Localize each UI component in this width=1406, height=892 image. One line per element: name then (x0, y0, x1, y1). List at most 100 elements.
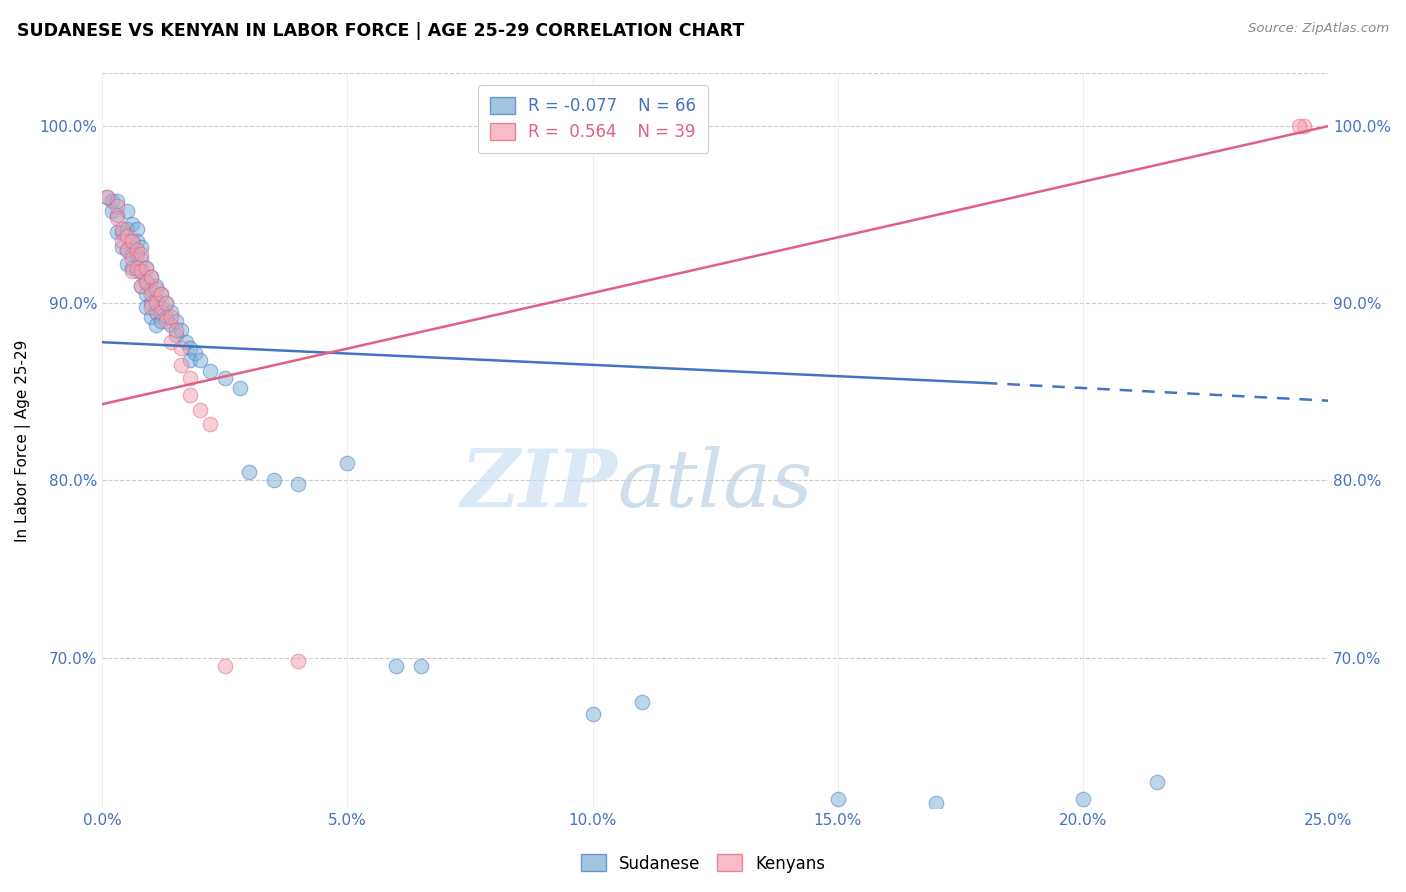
Point (155, 310, 177, 325)
Point (141, 310, 163, 325)
Point (131, 252, 153, 266)
Point (228, 381, 250, 395)
Point (121, 217, 143, 231)
Point (165, 323, 187, 337)
Point (145, 293, 167, 307)
Point (169, 323, 191, 337)
Point (135, 300, 157, 314)
Point (214, 659, 236, 673)
Point (1071, 792, 1094, 806)
Text: Source: ZipAtlas.com: Source: ZipAtlas.com (1249, 22, 1389, 36)
Point (150, 305, 173, 319)
Point (263, 474, 285, 488)
Point (121, 252, 143, 266)
Point (105, 194, 128, 208)
Point (287, 477, 309, 491)
Point (145, 318, 167, 332)
Point (630, 695, 652, 709)
Point (131, 278, 153, 293)
Point (125, 260, 148, 275)
Point (184, 346, 207, 360)
Point (160, 305, 183, 319)
Point (169, 358, 191, 372)
Point (105, 211, 128, 226)
Point (150, 287, 173, 301)
Point (131, 246, 153, 260)
Point (188, 402, 211, 417)
Point (145, 282, 167, 296)
Point (115, 204, 138, 219)
Point (135, 260, 157, 275)
Point (238, 465, 260, 479)
Text: SUDANESE VS KENYAN IN LABOR FORCE | AGE 25-29 CORRELATION CHART: SUDANESE VS KENYAN IN LABOR FORCE | AGE … (17, 22, 744, 40)
Point (121, 234, 143, 248)
Point (155, 314, 177, 328)
Point (135, 287, 157, 301)
Point (287, 654, 309, 668)
Point (155, 296, 177, 310)
Point (125, 234, 148, 248)
Point (925, 796, 948, 810)
Y-axis label: In Labor Force | Age 25-29: In Labor Force | Age 25-29 (15, 339, 31, 541)
Point (198, 363, 221, 377)
Point (160, 318, 183, 332)
Point (105, 199, 128, 213)
Point (141, 269, 163, 284)
Point (135, 260, 157, 275)
Point (160, 310, 183, 325)
Point (125, 222, 148, 236)
Point (135, 275, 157, 289)
Point (145, 296, 167, 310)
Point (179, 353, 201, 368)
Point (121, 264, 143, 278)
Point (131, 239, 153, 253)
Point (101, 204, 124, 219)
Point (115, 222, 138, 236)
Point (150, 300, 173, 314)
Point (174, 335, 197, 350)
Point (179, 370, 201, 384)
Point (115, 257, 138, 271)
Point (179, 388, 201, 402)
Point (115, 243, 138, 257)
Point (165, 314, 187, 328)
Point (131, 264, 153, 278)
Point (188, 353, 211, 368)
Point (115, 229, 138, 244)
Point (150, 287, 173, 301)
Point (141, 269, 163, 284)
Point (155, 296, 177, 310)
Point (336, 456, 359, 470)
Point (141, 287, 163, 301)
Point (111, 239, 134, 253)
Point (125, 243, 148, 257)
Point (105, 208, 128, 222)
Point (145, 278, 167, 293)
Legend: Sudanese, Kenyans: Sudanese, Kenyans (574, 847, 832, 880)
Point (409, 659, 432, 673)
Point (827, 792, 849, 806)
Point (105, 226, 128, 240)
Point (131, 278, 153, 293)
Point (179, 341, 201, 355)
Point (115, 243, 138, 257)
Point (1288, 119, 1310, 133)
Point (131, 264, 153, 278)
Point (581, 707, 603, 722)
Point (96, 190, 118, 204)
Point (145, 305, 167, 319)
Point (165, 328, 187, 343)
Text: ZIP: ZIP (460, 446, 617, 524)
Point (160, 335, 183, 350)
Point (125, 264, 148, 278)
Point (101, 194, 124, 208)
Point (141, 296, 163, 310)
Point (121, 234, 143, 248)
Point (111, 222, 134, 236)
Point (198, 417, 221, 431)
Point (150, 314, 173, 328)
Point (214, 370, 236, 384)
Point (169, 341, 191, 355)
Point (125, 246, 148, 260)
Legend: R = -0.077    N = 66, R =  0.564    N = 39: R = -0.077 N = 66, R = 0.564 N = 39 (478, 85, 709, 153)
